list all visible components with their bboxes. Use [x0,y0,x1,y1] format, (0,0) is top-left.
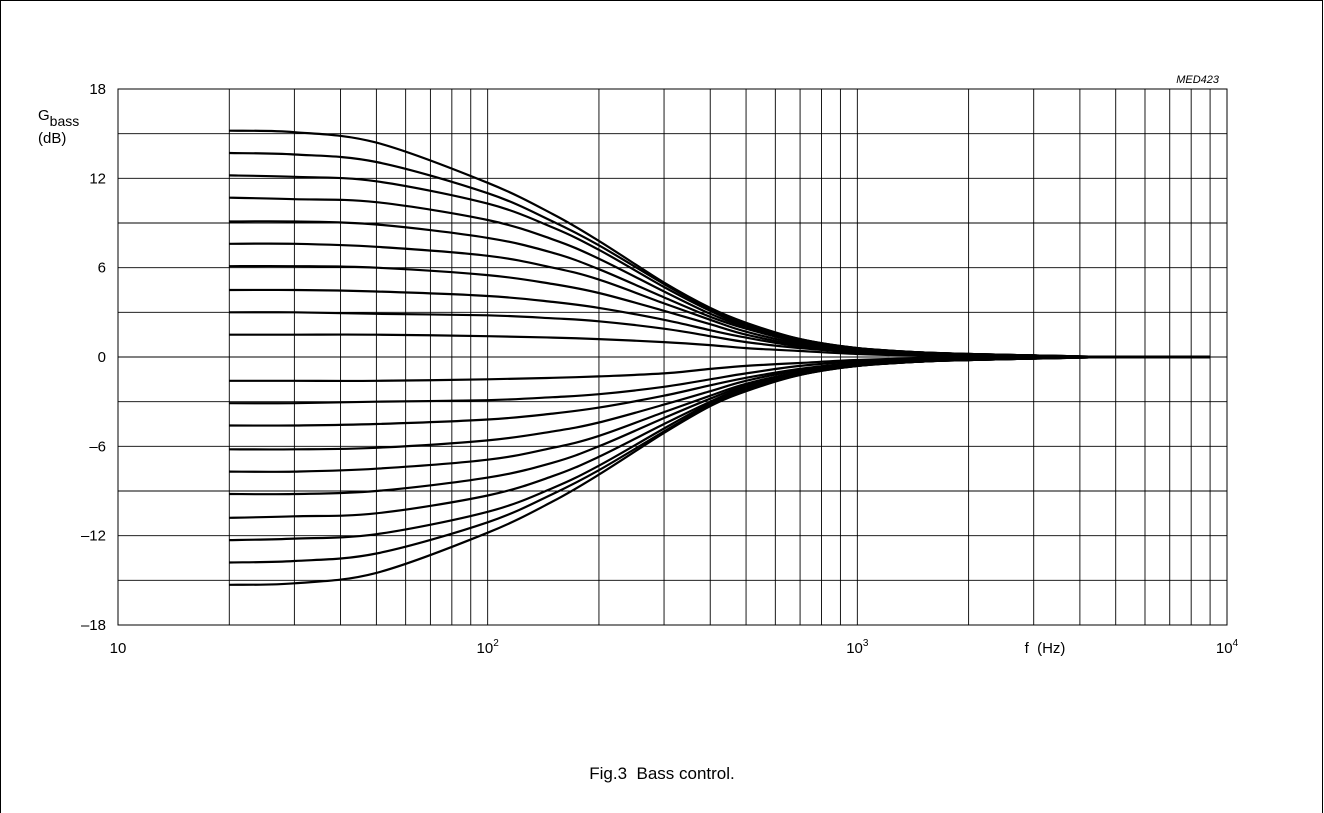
x-axis-label: f (Hz) [1025,640,1066,657]
y-tick-label: –18 [81,617,106,634]
y-tick-label: 6 [98,260,106,277]
bass-curve-9 [229,311,1211,359]
x-tick-label: 10 [110,640,127,657]
plot-area-border [117,88,1228,626]
curve-group [229,129,1211,586]
y-tick-label: 0 [98,349,106,366]
x-tick-base: 10 [110,640,127,657]
y-axis-label: Gbass [38,107,79,129]
y-tick-label: 18 [89,81,106,98]
x-tick-base: 10 [846,640,863,657]
y-tick-labels: 18 12 6 0 –6 –12 –18 [81,81,106,634]
y-tick-label: –6 [89,438,106,455]
y-tick-label: 12 [89,170,106,187]
x-tick-exponent: 4 [1233,638,1239,649]
y-axis-unit: (dB) [38,130,66,147]
x-tick-label: 102 [477,638,500,657]
x-tick-label: 103 [846,638,869,657]
x-tick-base: 10 [477,640,494,657]
y-axis-label-sub: bass [50,113,80,129]
x-tick-labels: 10 102 103 104 [110,638,1239,657]
y-tick-label: –12 [81,528,106,545]
figure-id-label: MED423 [1176,74,1220,86]
bass-curve-11 [229,355,1211,383]
x-tick-exponent: 3 [863,638,869,649]
x-tick-base: 10 [1216,640,1233,657]
x-tick-label: 104 [1216,638,1239,657]
y-axis-label-main: G [38,107,50,124]
x-tick-exponent: 2 [493,638,499,649]
figure-caption: Fig.3 Bass control. [589,764,735,783]
bass-curve-20 [229,355,1211,586]
